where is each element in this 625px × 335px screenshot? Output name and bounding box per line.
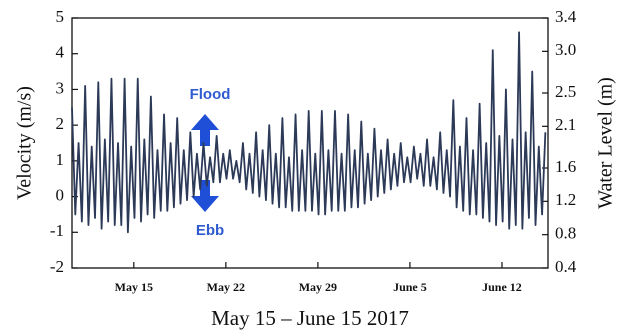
y-tick-label: 3 (56, 78, 65, 97)
y2-tick-label: 3.4 (555, 7, 577, 26)
y-tick-label: -1 (50, 221, 64, 240)
y-tick-label: 2 (56, 114, 65, 133)
y2-tick-label: 2.1 (555, 115, 576, 134)
y2-tick-label: 2.5 (555, 82, 576, 101)
x-tick-label: June 12 (482, 280, 522, 294)
x-tick-label: May 22 (207, 280, 245, 294)
x-tick-label: June 5 (393, 280, 427, 294)
y-tick-label: 4 (56, 43, 65, 62)
x-tick-label: May 29 (299, 280, 337, 294)
y-axis-label: Velocity (m/s) (14, 86, 36, 200)
plot-frame (71, 17, 549, 269)
annotation: Flood (190, 86, 231, 103)
y2-tick-label: 0.4 (555, 257, 577, 276)
y-tick-label: 1 (56, 150, 65, 169)
y2-tick-label: 0.8 (555, 224, 576, 243)
y2-axis-label: Water Level (m) (595, 77, 617, 209)
ebb-arrow (191, 180, 219, 212)
flood-arrow (191, 114, 219, 146)
y2-tick-label: 1.2 (555, 190, 576, 209)
y-tick-label: 0 (56, 185, 65, 204)
y-tick-label: 5 (56, 7, 65, 26)
velocity-line (71, 31, 547, 234)
annotation: Ebb (196, 222, 224, 239)
x-axis-label: May 15 – June 15 2017 (211, 306, 409, 330)
y2-tick-label: 1.6 (555, 157, 576, 176)
x-tick-label: May 15 (115, 280, 153, 294)
y-tick-label: -2 (50, 257, 64, 276)
y2-tick-label: 3.0 (555, 40, 576, 59)
